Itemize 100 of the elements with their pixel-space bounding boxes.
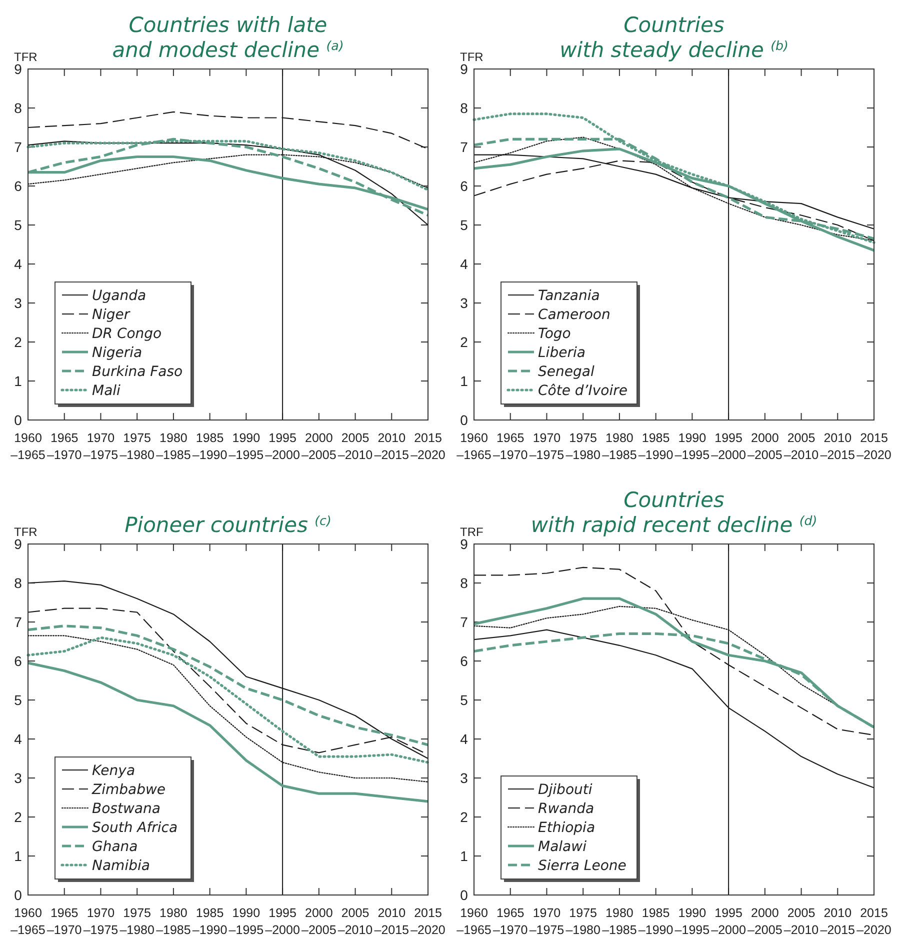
y-tick-label: 0 <box>14 886 22 903</box>
x-tick-label: 1995–2000 <box>265 906 300 937</box>
legend-label: Côte d’Ivoire <box>538 382 628 399</box>
x-tick-label: 2010–2015 <box>374 431 410 462</box>
x-tick-label: 2015–2020 <box>856 431 892 462</box>
x-tick-label: 2005–2010 <box>338 906 373 937</box>
legend-label: Nigeria <box>92 344 142 361</box>
x-tick-label: 2010–2015 <box>820 431 856 462</box>
x-tick-label: 1965–1970 <box>492 431 528 462</box>
y-tick-label: 4 <box>14 256 22 272</box>
y-tick-label: 6 <box>460 652 468 669</box>
legend-label: DR Congo <box>92 326 162 342</box>
y-tick-label: 3 <box>460 770 468 786</box>
x-tick-label: 1965–1970 <box>492 906 528 937</box>
legend-label: Tanzania <box>538 288 600 304</box>
y-tick-label: 3 <box>14 294 22 311</box>
y-tick-label: 7 <box>14 614 22 630</box>
x-tick-label: 2010–2015 <box>820 906 856 937</box>
y-tick-label: 2 <box>460 334 468 350</box>
legend-label: South Africa <box>92 820 178 836</box>
chart-title: Pioneer countries $^{(c)}$ <box>124 512 332 537</box>
x-tick-label: 2010–2015 <box>374 906 410 937</box>
y-tick-label: 6 <box>14 652 22 669</box>
legend-label: Cameroon <box>538 306 610 323</box>
x-tick-label: 1970–1975 <box>529 431 564 462</box>
x-tick-label: 1960–1965 <box>10 906 46 937</box>
chart-title: Countries with steady decline $^{(b)}$ <box>560 13 788 62</box>
legend-label: Burkina Faso <box>92 364 183 380</box>
x-tick-label: 1995–2000 <box>711 431 746 462</box>
y-tick-label: 5 <box>460 692 468 708</box>
x-tick-label: 1965–1970 <box>46 906 82 937</box>
x-tick-label: 1995–2000 <box>265 431 300 462</box>
x-tick-label: 1975–1980 <box>566 906 601 937</box>
legend-label: Sierra Leone <box>538 858 626 874</box>
x-tick-label: 1975–1980 <box>120 906 155 937</box>
x-tick-label: 1985–1990 <box>638 906 674 937</box>
x-tick-label: 1985–1990 <box>192 431 228 462</box>
x-tick-label: 1995–2000 <box>711 906 746 937</box>
legend-label: Niger <box>92 306 131 323</box>
x-tick-label: 2000–2005 <box>302 431 336 462</box>
x-tick-label: 2000–2005 <box>748 906 782 937</box>
legend-label: Namibia <box>92 858 150 874</box>
legend-label: Senegal <box>538 364 594 380</box>
y-tick-label: 4 <box>14 730 22 747</box>
x-tick-label: 1985–1990 <box>192 906 228 937</box>
x-tick-label: 1965–1970 <box>46 431 82 462</box>
x-tick-label: 2005–2010 <box>784 431 819 462</box>
x-tick-label: 1980–1985 <box>156 431 191 462</box>
x-tick-label: 1975–1980 <box>566 431 601 462</box>
x-tick-label: 1975–1980 <box>120 431 155 462</box>
x-tick-label: 2005–2010 <box>784 906 819 937</box>
x-tick-label: 1970–1975 <box>83 431 118 462</box>
y-tick-label: 0 <box>460 886 468 903</box>
y-tick-label: 4 <box>460 730 468 747</box>
legend-label: Ethiopia <box>538 820 596 836</box>
legend-label: Liberia <box>538 344 586 361</box>
x-tick-label: 1980–1985 <box>602 431 637 462</box>
y-tick-label: 3 <box>460 294 468 311</box>
y-tick-label: 7 <box>460 138 468 155</box>
x-tick-label: 1980–1985 <box>602 906 637 937</box>
legend-label: Uganda <box>92 288 146 304</box>
y-tick-label: 2 <box>14 808 22 825</box>
y-tick-label: 0 <box>460 412 468 428</box>
y-tick-label: 0 <box>14 412 22 428</box>
y-tick-label: 2 <box>460 808 468 825</box>
x-tick-label: 1960–1965 <box>10 431 46 462</box>
y-tick-label: 8 <box>460 574 468 591</box>
legend-label: Zimbabwe <box>91 782 166 798</box>
x-tick-label: 1960–1965 <box>456 906 492 937</box>
x-tick-label: 2015–2020 <box>410 906 446 937</box>
y-tick-label: 3 <box>14 770 22 786</box>
y-tick-label: 1 <box>460 372 468 389</box>
legend-label: Malawi <box>538 838 587 855</box>
y-tick-label: 5 <box>14 692 22 708</box>
y-tick-label: 6 <box>460 178 468 194</box>
x-tick-label: 1970–1975 <box>529 906 564 937</box>
y-tick-label: 7 <box>14 138 22 155</box>
x-tick-label: 1960–1965 <box>456 431 492 462</box>
x-tick-label: 2000–2005 <box>302 906 336 937</box>
y-tick-label: 1 <box>14 848 22 864</box>
legend-label: Kenya <box>92 762 136 779</box>
chart-title: Countries with late and modest decline $^{(a)}$ <box>112 13 344 62</box>
y-tick-label: 5 <box>14 216 22 233</box>
chart-title: Countries with rapid recent decline $^{(d)}$ <box>530 488 818 537</box>
y-tick-label: 8 <box>14 574 22 591</box>
x-tick-label: 1980–1985 <box>156 906 191 937</box>
y-tick-label: 1 <box>14 372 22 389</box>
legend-label: Djibouti <box>538 782 592 798</box>
x-tick-label: 2000–2005 <box>748 431 782 462</box>
legend-label: Rwanda <box>538 800 594 817</box>
legend-label: Mali <box>92 382 121 399</box>
x-tick-label: 1990–1995 <box>674 431 710 462</box>
x-tick-label: 1990–1995 <box>228 906 264 937</box>
y-tick-label: 1 <box>460 848 468 864</box>
x-tick-label: 1970–1975 <box>83 906 118 937</box>
legend-label: Bostwana <box>92 800 160 817</box>
legend-label: Ghana <box>92 838 138 855</box>
x-tick-label: 2005–2010 <box>338 431 373 462</box>
x-tick-label: 1990–1995 <box>674 906 710 937</box>
y-tick-label: 7 <box>460 614 468 630</box>
